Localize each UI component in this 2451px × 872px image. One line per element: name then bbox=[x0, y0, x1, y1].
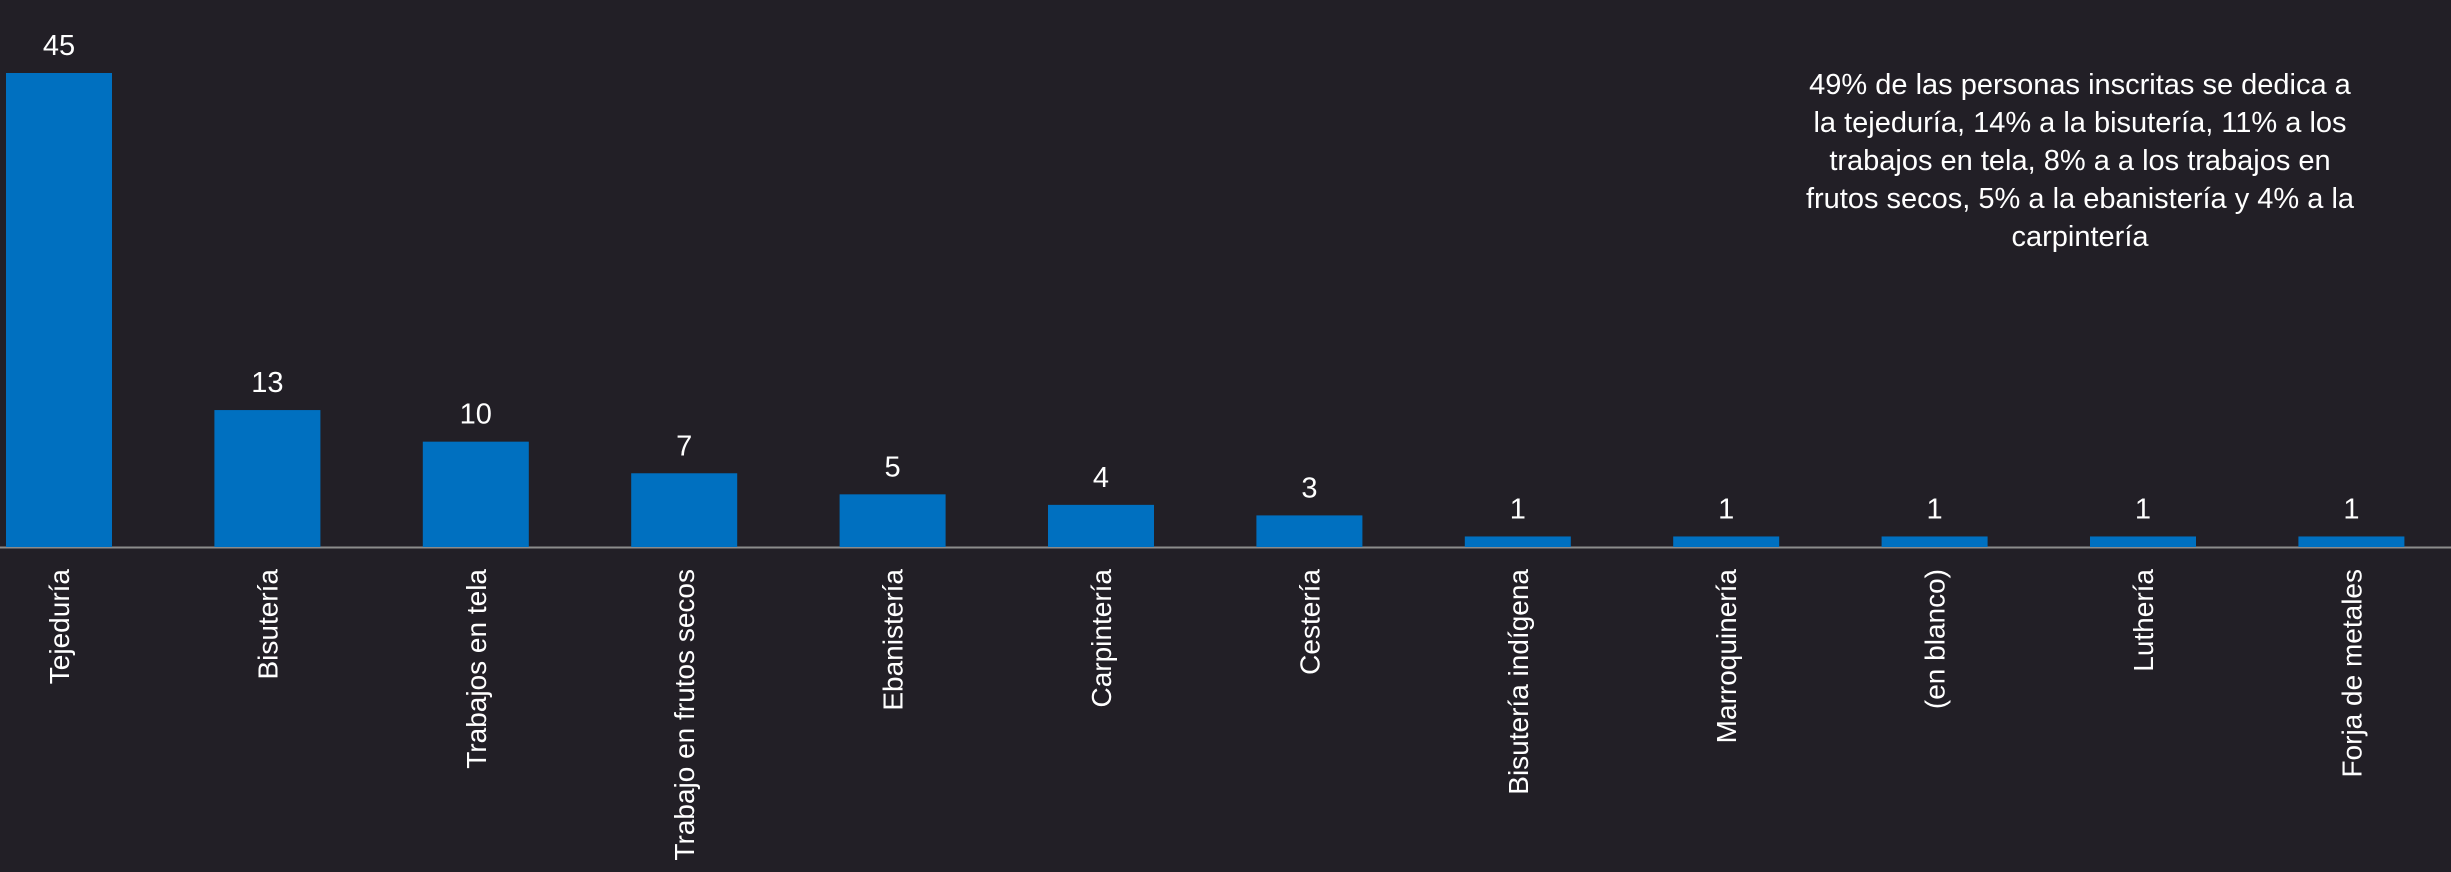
value-label-bisuteria: 13 bbox=[251, 367, 283, 399]
bar-ebanisteria bbox=[839, 494, 946, 547]
category-labels-group: Tejeduría Bisutería Trabajos en tela Trabaj… bbox=[44, 569, 2367, 861]
bar-tejeduria bbox=[6, 73, 112, 547]
category-label-cesteria: Cestería bbox=[1294, 569, 1325, 675]
value-label-bisuteria-indigena: 1 bbox=[1510, 493, 1526, 525]
category-label-tejeduria: Tejeduría bbox=[44, 569, 75, 685]
bar-bisuteria bbox=[214, 410, 321, 547]
bar-bisuteria-indigena bbox=[1464, 536, 1571, 547]
value-label-tejeduria: 45 bbox=[43, 30, 75, 62]
value-label-ebanisteria: 5 bbox=[885, 451, 901, 483]
bar-carpinteria bbox=[1048, 504, 1154, 547]
bar-forja-de-metales bbox=[2298, 536, 2405, 547]
value-labels-group: 45 13 10 7 5 4 3 1 1 1 1 1 bbox=[43, 30, 2360, 525]
bar-cesteria bbox=[1256, 515, 1363, 547]
category-label-forja-de-metales: Forja de metales bbox=[2336, 569, 2367, 778]
value-label-cesteria: 3 bbox=[1301, 472, 1317, 504]
value-label-en-blanco: 1 bbox=[1927, 493, 1943, 525]
category-label-trabajos-en-tela: Trabajos en tela bbox=[461, 569, 492, 769]
category-label-carpinteria: Carpintería bbox=[1086, 569, 1117, 708]
value-label-marroquineria: 1 bbox=[1718, 493, 1734, 525]
category-label-en-blanco: (en blanco) bbox=[1920, 569, 1951, 709]
category-label-ebanisteria: Ebanistería bbox=[878, 569, 909, 711]
value-label-trabajo-en-frutos-secos: 7 bbox=[676, 430, 692, 462]
bar-en-blanco bbox=[1881, 536, 1988, 547]
category-label-bisuteria: Bisutería bbox=[252, 569, 283, 680]
bar-marroquineria bbox=[1673, 536, 1780, 547]
category-label-bisuteria-indigena: Bisutería indígena bbox=[1503, 569, 1534, 795]
value-label-trabajos-en-tela: 10 bbox=[460, 399, 492, 431]
value-label-forja-de-metales: 1 bbox=[2343, 493, 2359, 525]
bars-group bbox=[6, 73, 2405, 547]
category-label-marroquineria: Marroquinería bbox=[1711, 569, 1742, 744]
value-label-carpinteria: 4 bbox=[1093, 462, 1109, 494]
value-label-lutheria: 1 bbox=[2135, 493, 2151, 525]
bar-trabajo-en-frutos-secos bbox=[631, 473, 738, 547]
category-label-lutheria: Luthería bbox=[2128, 569, 2159, 672]
bar-lutheria bbox=[2090, 536, 2196, 547]
chart-annotation: 49% de las personas inscritas se dedica … bbox=[1805, 69, 2355, 253]
bar-trabajos-en-tela bbox=[422, 441, 529, 547]
category-label-trabajo-en-frutos-secos: Trabajo en frutos secos bbox=[669, 569, 700, 861]
